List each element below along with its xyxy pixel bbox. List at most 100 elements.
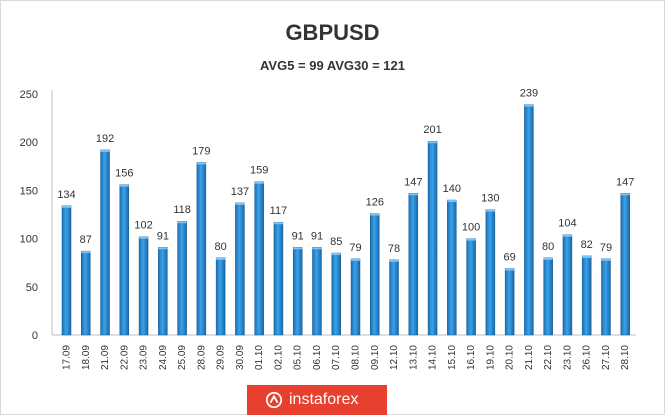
bar-value-label: 79 — [600, 242, 612, 254]
bar-top — [139, 236, 149, 239]
y-tick-label: 250 — [20, 89, 38, 101]
bar — [235, 202, 245, 336]
bar-top — [331, 253, 341, 256]
bar-top — [389, 259, 399, 262]
x-tick-label: 09.10 — [370, 345, 381, 370]
x-tick-label: 12.10 — [389, 345, 400, 370]
bar-top — [562, 234, 572, 237]
bar-top — [235, 202, 245, 205]
bar — [408, 193, 419, 336]
bar — [601, 258, 611, 336]
x-tick-label: 15.10 — [447, 345, 458, 370]
bar-top — [466, 238, 476, 241]
bar-value-label: 79 — [349, 242, 361, 254]
bar-top — [505, 268, 515, 271]
bar-value-label: 134 — [57, 189, 75, 201]
x-tick-label: 02.10 — [273, 345, 284, 370]
bar-value-label: 117 — [270, 205, 288, 217]
x-tick-label: 13.10 — [408, 345, 419, 370]
bar-chart: 0 50 100 150 200 250 134 17.09 87 18.09 192 21.09 1… — [20, 88, 636, 370]
bar-value-label: 147 — [404, 176, 422, 188]
bar — [292, 247, 303, 336]
bar-value-label: 69 — [504, 251, 516, 263]
bar — [158, 247, 168, 336]
bar — [581, 255, 592, 336]
y-tick-label: 50 — [26, 282, 38, 294]
bar — [350, 258, 361, 336]
bar-top — [485, 209, 495, 212]
bar — [312, 247, 322, 336]
bar-value-label: 82 — [581, 239, 593, 251]
bar-value-label: 130 — [481, 193, 499, 205]
bar — [119, 184, 130, 336]
x-tick-label: 23.10 — [562, 345, 573, 370]
bar — [215, 257, 226, 336]
x-tick-label: 21.09 — [100, 345, 111, 370]
x-tick-label: 05.10 — [293, 345, 304, 370]
x-tick-label: 08.10 — [351, 345, 362, 370]
bar — [81, 250, 91, 336]
bar — [61, 205, 72, 336]
bar-value-label: 137 — [231, 186, 249, 198]
bar — [196, 162, 207, 336]
bar-value-label: 126 — [366, 197, 384, 209]
x-tick-label: 22.09 — [119, 345, 130, 370]
bar-value-label: 118 — [173, 204, 191, 216]
bar — [177, 220, 187, 336]
bar-value-label: 85 — [330, 236, 342, 248]
bar-top — [582, 255, 592, 258]
bar-value-label: 91 — [157, 230, 169, 242]
bar — [331, 252, 341, 336]
y-tick-label: 150 — [20, 185, 38, 197]
bar-value-label: 179 — [192, 145, 210, 157]
bar — [447, 199, 457, 336]
bar — [254, 181, 264, 336]
bar-value-label: 192 — [96, 133, 114, 145]
bar-value-label: 156 — [115, 168, 133, 180]
bar-top — [428, 141, 438, 144]
x-tick-label: 01.10 — [254, 345, 265, 370]
x-tick-label: 30.09 — [235, 345, 246, 370]
bar-value-label: 80 — [542, 241, 554, 253]
x-tick-label: 23.09 — [139, 345, 150, 370]
bar — [466, 238, 476, 336]
bar-value-label: 100 — [462, 222, 480, 234]
bar-value-label: 147 — [616, 176, 634, 188]
bar-top — [351, 258, 360, 261]
bar-value-label: 87 — [80, 234, 92, 246]
bar-value-label: 80 — [215, 241, 227, 253]
x-tick-label: 20.10 — [505, 345, 516, 370]
bar-value-label: 104 — [558, 218, 576, 230]
y-tick-label: 200 — [20, 137, 38, 149]
bar-value-label: 239 — [520, 88, 538, 100]
bar-value-label: 201 — [423, 124, 441, 136]
bar-top — [216, 257, 226, 260]
chart-title: GBPUSD — [285, 20, 380, 45]
x-tick-label: 27.10 — [601, 345, 612, 370]
bar-value-label: 78 — [388, 243, 400, 255]
x-tick-label: 28.10 — [620, 345, 631, 370]
x-tick-label: 18.09 — [81, 345, 92, 370]
bar — [504, 268, 515, 336]
bar-top — [177, 221, 187, 224]
bar-top — [408, 193, 418, 196]
bar-top — [81, 251, 91, 254]
chart-subtitle: AVG5 = 99 AVG30 = 121 — [259, 58, 405, 73]
bar-top — [158, 247, 168, 250]
bar — [562, 234, 573, 336]
bar-value-label: 102 — [134, 220, 152, 232]
bar — [138, 236, 149, 336]
bar — [427, 140, 438, 336]
x-tick-label: 25.09 — [177, 345, 188, 370]
bar-top — [524, 104, 534, 107]
x-tick-label: 22.10 — [543, 345, 554, 370]
x-tick-label: 29.09 — [216, 345, 227, 370]
bar-value-label: 91 — [311, 230, 323, 242]
bar-top — [370, 213, 380, 216]
bar-value-label: 159 — [250, 165, 268, 177]
bar — [543, 257, 553, 336]
bar — [273, 221, 284, 336]
x-tick-label: 28.09 — [196, 345, 207, 370]
x-tick-label: 16.10 — [466, 345, 477, 370]
